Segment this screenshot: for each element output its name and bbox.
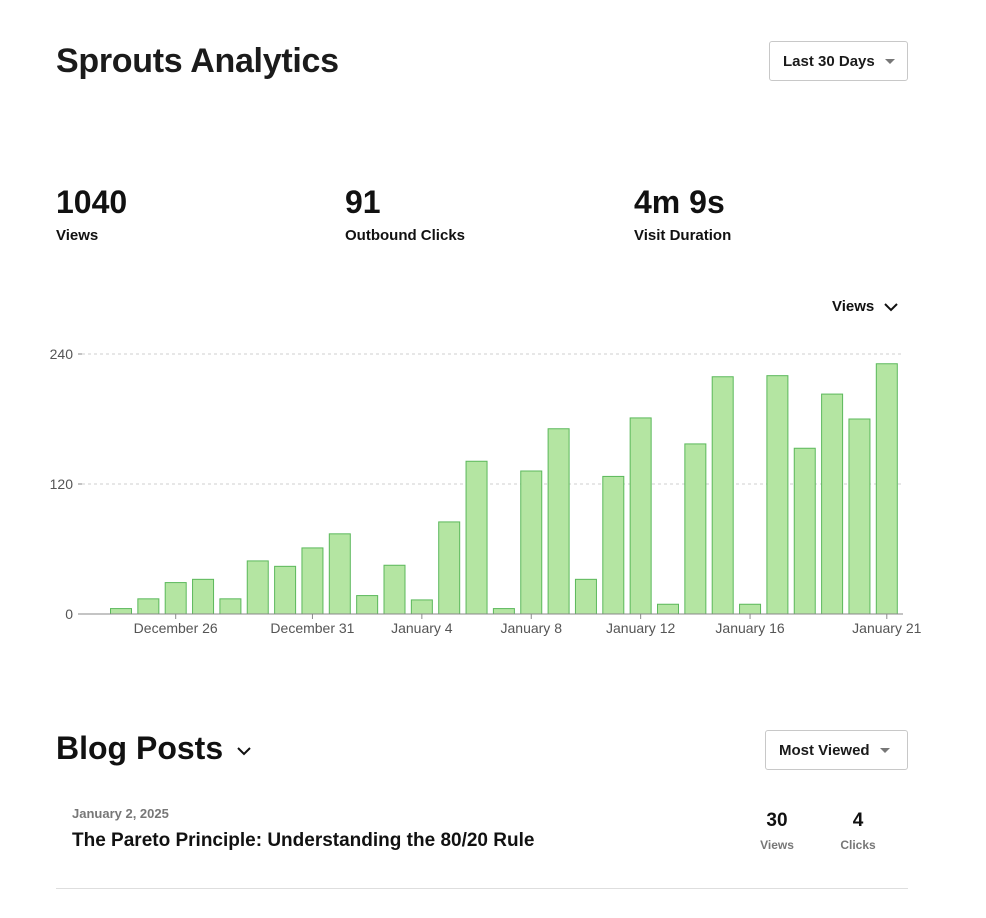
post-views-count: 30 (766, 810, 788, 831)
post-clicks: 4 Clicks (828, 810, 888, 852)
chevron-down-icon (884, 302, 898, 311)
bar (821, 393, 844, 615)
bar (246, 560, 269, 615)
page-title: Sprouts Analytics (56, 42, 339, 80)
bar (192, 578, 215, 615)
x-tick-label: January 8 (501, 620, 563, 636)
post-date: January 2, 2025 (72, 806, 169, 821)
bar (274, 565, 297, 615)
bar (875, 363, 898, 615)
y-tick-label: 240 (50, 346, 74, 362)
x-tick-label: January 21 (852, 620, 921, 636)
bar (164, 582, 187, 615)
blog-posts-toggle[interactable]: Blog Posts (56, 730, 251, 767)
x-axis-ticks: December 26 December 31 January 4 January 8… (134, 614, 922, 636)
divider (56, 888, 908, 889)
x-tick-label: January 4 (391, 620, 453, 636)
bar (410, 599, 433, 615)
chart-metric-toggle[interactable]: Views (832, 298, 898, 315)
chart-bars (110, 363, 898, 615)
bar (438, 521, 461, 615)
date-range-label: Last 30 Days (783, 52, 875, 70)
x-tick-label: January 16 (715, 620, 784, 636)
bar (739, 603, 762, 615)
stat-label: Outbound Clicks (345, 227, 465, 244)
stat-label: Views (56, 227, 99, 244)
bar (657, 603, 679, 615)
stat-value: 4m 9s (634, 184, 725, 220)
chart-metric-label: Views (832, 298, 875, 315)
post-title-link[interactable]: The Pareto Principle: Understanding the … (72, 830, 535, 851)
caret-down-icon (884, 58, 895, 64)
stat-outbound-clicks: 91 Outbound Clicks (345, 184, 465, 244)
bar (356, 595, 379, 615)
chart-grid (82, 353, 903, 485)
bar (492, 608, 515, 615)
stat-label: Visit Duration (634, 227, 732, 244)
post-clicks-label: Clicks (840, 838, 876, 852)
stat-value: 1040 (56, 184, 128, 220)
bar (574, 578, 597, 615)
y-axis-ticks: 0 120 240 (50, 346, 82, 622)
bar (793, 447, 816, 615)
stat-views: 1040 Views (56, 184, 127, 244)
bar (301, 547, 324, 615)
x-tick-label: January 12 (606, 620, 675, 636)
x-tick-label: December 31 (270, 620, 354, 636)
post-views: 30 Views (747, 810, 807, 852)
date-range-select[interactable]: Last 30 Days (769, 41, 908, 81)
section-title: Blog Posts (56, 730, 224, 766)
stat-value: 91 (345, 184, 381, 220)
y-tick-label: 0 (65, 606, 73, 622)
post-clicks-count: 4 (852, 810, 864, 831)
chevron-down-icon (237, 746, 251, 755)
bar (602, 475, 625, 615)
bar (684, 443, 707, 615)
bar (520, 470, 543, 615)
bar (383, 564, 406, 615)
stat-visit-duration: 4m 9s Visit Duration (634, 184, 731, 244)
x-tick-label: December 26 (134, 620, 218, 636)
bar (629, 417, 652, 615)
caret-down-icon (879, 747, 890, 753)
bar (766, 375, 789, 615)
bar (848, 418, 871, 615)
post-views-label: Views (760, 838, 794, 852)
bar (547, 428, 570, 615)
bar (219, 598, 242, 615)
bar (711, 376, 734, 615)
bar (110, 608, 132, 615)
sort-select[interactable]: Most Viewed (765, 730, 908, 770)
bar (137, 598, 160, 615)
sort-label: Most Viewed (779, 741, 870, 759)
views-bar-chart: December 26 December 31 January 4 January 8… (50, 346, 922, 636)
bar (465, 460, 488, 615)
y-tick-label: 120 (50, 476, 74, 492)
bar (328, 533, 351, 615)
